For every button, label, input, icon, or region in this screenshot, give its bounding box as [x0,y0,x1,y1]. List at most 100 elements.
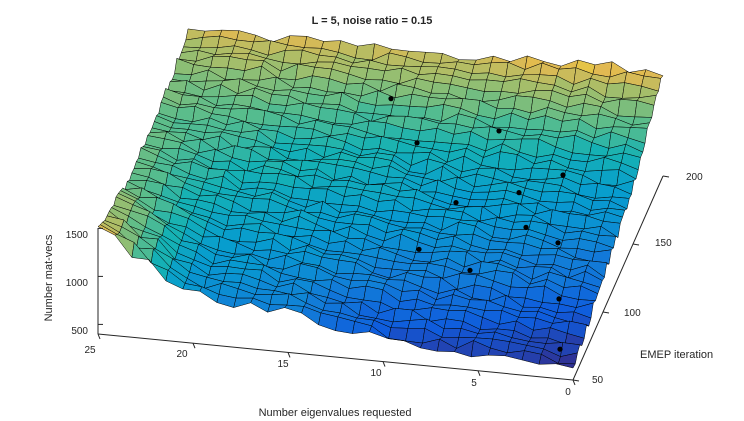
surface-patch [520,306,541,312]
marker-point [388,96,394,102]
surface-patch [200,35,221,49]
marker-point [516,190,522,196]
surface-patch [430,81,451,94]
surface-patch [422,51,443,64]
surface-patch [392,308,413,323]
surface-patch [617,99,638,118]
surface-patch [375,199,396,213]
surface-patch [487,240,508,251]
surface-patch [485,248,506,254]
surface-patch [407,318,428,329]
x-tick [287,352,291,358]
surface-patch [441,328,462,338]
marker-point [467,267,473,273]
x-tick [192,343,196,349]
surface-patch [269,94,290,106]
surface-patch [284,304,305,314]
marker-point [453,200,459,206]
surface-patch [467,199,488,208]
y-tick [602,311,610,314]
x-tick [97,333,101,340]
marker-point [556,296,562,302]
surface-patch [290,187,311,201]
z-tick-label: 1000 [66,278,89,289]
chart-title: L = 5, noise ratio = 0.15 [312,15,433,27]
surface-patch [408,262,429,271]
marker-point [496,128,502,134]
z-tick-label: 1500 [66,230,89,241]
surface [97,28,664,369]
marker-point [416,246,422,252]
surface-patch [407,106,428,119]
y-axis-label: EMEP iteration [640,349,713,361]
surface-patch [267,304,288,313]
x-tick-label: 20 [176,349,188,360]
y-tick-labels: 50 100 150 200 [592,172,703,386]
surface-patch [341,194,362,207]
y-axis-line [572,175,664,381]
x-tick-label: 0 [565,387,571,398]
surface-patch [282,49,303,65]
surface-patch [566,213,587,230]
surface-patch [518,310,539,319]
surface-patch [233,297,254,308]
marker-points [388,96,566,352]
surface-patch [223,273,244,283]
surface-patch [554,201,575,213]
x-tick-label: 10 [370,368,382,379]
surface-patch [304,35,325,49]
x-tick [382,361,386,367]
x-tick-label: 5 [471,378,477,389]
surface-patch [599,169,620,186]
surface-patch [420,62,441,68]
y-tick-label: 200 [686,172,703,183]
surface-patch [539,191,560,203]
y-tick-label: 150 [655,238,672,249]
surface-patch [336,259,357,275]
surface-patch [361,136,382,151]
y-tick [662,175,670,178]
surface-patch [350,273,371,281]
surface-patch [294,126,315,140]
surface-patch [426,208,447,218]
z-axis-label: Number mat-vecs [43,234,55,321]
axes [97,175,664,381]
surface-patch [259,173,280,184]
surface-patch [405,328,426,344]
surface-patch [179,94,200,106]
surface-patch [355,43,375,61]
surface-patch [329,180,350,188]
marker-point [557,346,563,352]
surface-patch [210,55,231,69]
surface-patch [469,72,490,81]
surface-patch [405,222,425,229]
surface-patch [529,167,550,180]
marker-point [560,172,566,178]
surface-patch [484,79,504,92]
surface-patch [605,82,625,99]
surface-patch [536,254,557,266]
ticks [97,175,670,386]
surface-patch [250,198,270,213]
surface-patch [269,293,290,306]
surface-patch [497,151,518,171]
x-axis-label: Number eigenvalues requested [259,407,412,419]
surface-patch [245,108,266,125]
x-tick-label: 25 [84,345,96,356]
marker-point [555,240,561,246]
y-tick [572,379,580,382]
y-tick-label: 100 [624,308,641,319]
y-tick [632,243,640,246]
surface-patch [538,248,559,256]
surface-patch [490,55,512,64]
x-tick-label: 15 [277,359,289,370]
surface-patch [384,176,405,184]
z-tick-labels: 500 1000 1500 [66,230,89,337]
marker-point [414,140,420,146]
surface-patch [469,191,490,201]
x-axis-line [97,333,574,381]
z-tick-label: 500 [71,326,88,337]
x-tick-labels: 0 5 10 15 20 25 [84,345,571,398]
y-tick-label: 50 [592,375,604,386]
